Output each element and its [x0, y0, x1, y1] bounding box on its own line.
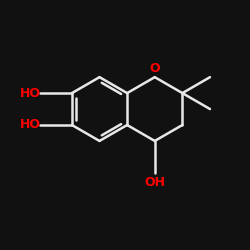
Text: OH: OH: [144, 176, 165, 189]
Text: O: O: [150, 62, 160, 75]
Text: HO: HO: [20, 118, 40, 132]
Text: HO: HO: [20, 86, 40, 100]
